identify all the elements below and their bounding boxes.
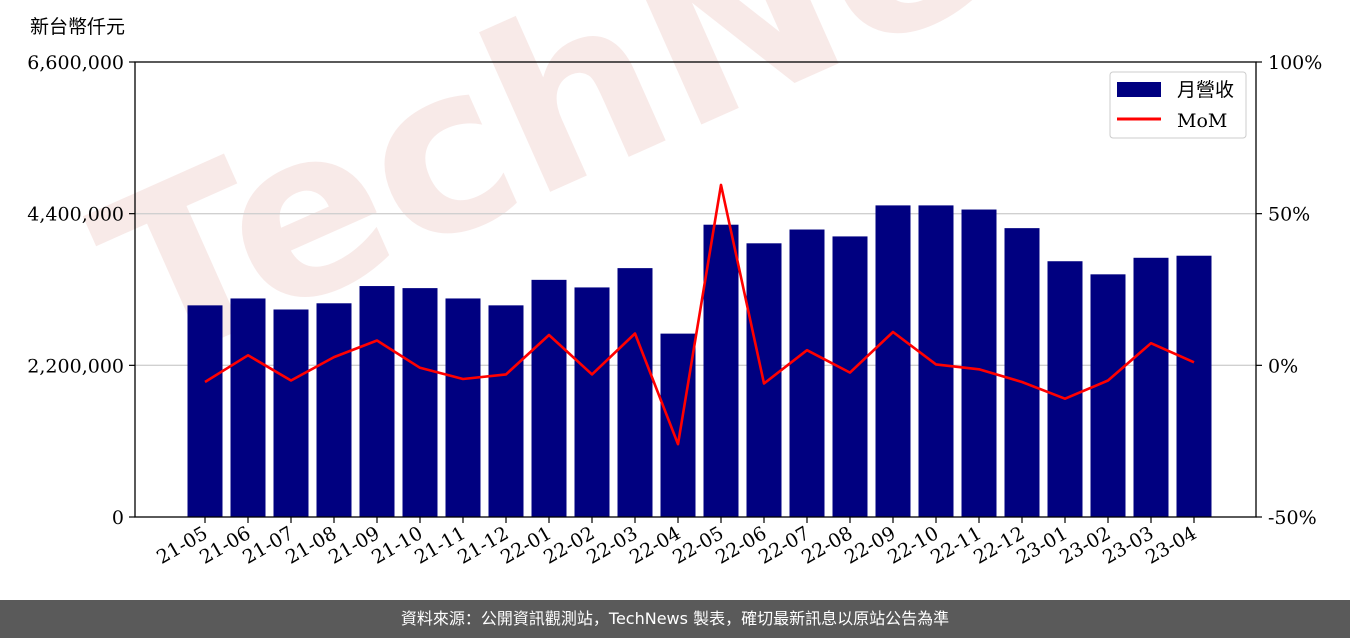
revenue-bar <box>1133 257 1169 517</box>
revenue-bar <box>574 287 610 517</box>
left-tick-label: 2,200,000 <box>27 355 124 377</box>
revenue-bar <box>1176 255 1212 517</box>
revenue-bar <box>488 305 524 517</box>
x-axis: 21-0521-0621-0721-0821-0921-1021-1121-12… <box>153 517 1201 569</box>
plot-frame <box>134 61 1257 518</box>
revenue-bar <box>1004 228 1040 518</box>
revenue-bar <box>961 209 997 517</box>
revenue-bar <box>187 305 223 517</box>
revenue-bar <box>703 224 739 518</box>
revenue-bar <box>1090 274 1126 517</box>
revenue-bars <box>187 205 1212 518</box>
mom-line <box>204 183 1195 446</box>
mom-line-path <box>204 183 1195 446</box>
right-tick-label: 50% <box>1268 204 1310 226</box>
source-footer: 資料來源：公開資訊觀測站，TechNews 製表，確切最新訊息以原站公告為準 <box>0 600 1350 638</box>
revenue-bar <box>402 288 438 517</box>
revenue-bar <box>660 333 696 517</box>
legend-label-revenue: 月營收 <box>1177 79 1234 101</box>
revenue-bar <box>617 268 653 517</box>
revenue-bar <box>1047 261 1083 517</box>
revenue-bar <box>273 309 309 517</box>
revenue-bar <box>316 303 352 517</box>
right-axis: -50% 0% 50% 100% <box>1256 52 1322 529</box>
revenue-bar <box>359 286 395 517</box>
right-tick-label: 0% <box>1268 355 1298 377</box>
revenue-bar <box>875 205 911 518</box>
left-tick-label: 6,600,000 <box>27 52 124 74</box>
legend-label-mom: MoM <box>1177 110 1227 132</box>
revenue-bar <box>230 298 266 517</box>
revenue-bar <box>832 236 868 517</box>
left-axis: 0 2,200,000 4,400,000 6,600,000 <box>27 52 135 529</box>
source-text: 資料來源：公開資訊觀測站，TechNews 製表，確切最新訊息以原站公告為準 <box>400 609 950 628</box>
x-tick-label: 23-04 <box>1142 522 1200 568</box>
right-tick-label: -50% <box>1268 507 1317 529</box>
right-tick-label: 100% <box>1268 52 1322 74</box>
revenue-bar <box>445 298 481 517</box>
chart: TechNews 新台幣仟元 02,200,0004,400,0006,600,… <box>27 0 1342 569</box>
left-tick-label: 4,400,000 <box>27 204 124 226</box>
legend: 月營收 MoM <box>1109 71 1247 139</box>
y-unit-label: 新台幣仟元 <box>30 16 125 38</box>
left-tick-label: 0 <box>112 507 124 529</box>
revenue-bar <box>918 205 954 518</box>
legend-swatch-revenue <box>1117 82 1161 97</box>
revenue-bar <box>531 279 567 517</box>
revenue-bar <box>789 229 825 518</box>
